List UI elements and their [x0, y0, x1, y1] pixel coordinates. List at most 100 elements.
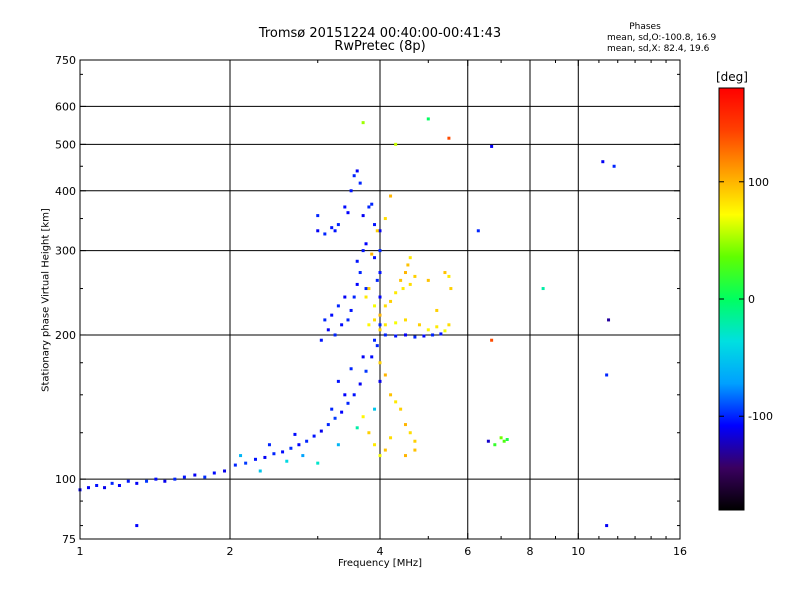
data-point-o	[333, 229, 337, 233]
y-tick-label: 750	[55, 54, 76, 67]
data-point-o	[212, 471, 216, 475]
data-point-x	[443, 329, 447, 333]
data-point-o	[343, 205, 347, 209]
data-point-o	[373, 338, 377, 342]
data-point-x	[502, 439, 506, 443]
data-point-o	[378, 323, 382, 327]
data-point-o	[340, 410, 344, 414]
colorbar-tick-label: 0	[748, 293, 755, 306]
data-point-x	[413, 439, 417, 443]
data-point-o	[289, 446, 293, 450]
data-point-o	[267, 443, 271, 447]
data-point-x	[447, 136, 451, 140]
data-point-o	[233, 463, 237, 467]
data-point-o	[375, 344, 379, 348]
data-point-o	[326, 423, 330, 427]
data-point-x	[447, 323, 451, 327]
data-point-x	[401, 287, 405, 291]
data-point-x	[399, 407, 403, 411]
data-point-o	[346, 211, 350, 215]
data-point-o	[352, 393, 356, 397]
data-point-o	[358, 271, 362, 275]
data-point-o	[364, 242, 368, 246]
data-point-o	[403, 333, 407, 337]
data-point-x	[403, 271, 407, 275]
data-point-x	[383, 304, 387, 308]
data-point-x	[389, 194, 393, 198]
data-point-x	[435, 325, 439, 329]
data-point-o	[364, 287, 368, 291]
data-point-o	[293, 432, 297, 436]
data-point-o	[126, 479, 130, 483]
data-point-o	[612, 164, 616, 168]
data-point-o	[319, 338, 323, 342]
data-point-o	[301, 454, 305, 458]
data-point-x	[389, 436, 393, 440]
data-point-o	[607, 318, 611, 322]
data-point-x	[435, 308, 439, 312]
data-point-o	[358, 382, 362, 386]
data-point-x	[389, 299, 393, 303]
data-point-o	[117, 483, 121, 487]
data-point-o	[316, 229, 320, 233]
data-point-x	[373, 318, 377, 322]
data-point-o	[95, 483, 99, 487]
data-point-o	[340, 323, 344, 327]
data-point-o	[336, 443, 340, 447]
data-point-o	[355, 259, 359, 263]
data-point-o	[333, 416, 337, 420]
data-point-o	[173, 477, 177, 481]
data-point-o	[272, 452, 276, 456]
data-point-x	[505, 438, 509, 442]
data-point-x	[361, 415, 365, 419]
data-point-o	[476, 229, 480, 233]
data-point-o	[145, 479, 149, 483]
data-point-o	[439, 332, 443, 336]
data-point-o	[355, 282, 359, 286]
data-point-x	[375, 229, 379, 233]
data-point-x	[383, 323, 387, 327]
data-point-o	[490, 144, 494, 148]
data-point-o	[182, 475, 186, 479]
data-point-o	[323, 318, 327, 322]
data-point-o	[239, 454, 243, 458]
data-point-o	[110, 481, 114, 485]
data-point-x	[378, 313, 382, 317]
y-tick-label: 300	[55, 245, 76, 258]
data-point-x	[426, 328, 430, 332]
data-point-o	[373, 223, 377, 227]
data-point-o	[103, 486, 107, 490]
colorbar: 100 0 -100	[718, 87, 773, 511]
data-point-o	[258, 469, 262, 473]
x-tick-label: 6	[464, 545, 471, 558]
y-tick-label: 600	[55, 100, 76, 113]
data-point-x	[403, 318, 407, 322]
data-point-o	[361, 249, 365, 253]
data-point-x	[413, 274, 417, 278]
data-point-o	[349, 308, 353, 312]
x-mode-stats: mean, sd,X: 82.4, 19.6	[607, 44, 710, 54]
y-tick-label: 75	[62, 533, 76, 546]
data-point-o	[349, 189, 353, 193]
data-point-x	[367, 287, 371, 291]
data-point-x	[378, 454, 382, 458]
data-point-x	[378, 328, 382, 332]
data-point-x	[443, 271, 447, 275]
data-point-x	[426, 278, 430, 282]
data-point-o	[330, 407, 334, 411]
data-point-o	[364, 369, 368, 373]
data-point-x	[367, 431, 371, 435]
data-point-x	[394, 321, 398, 325]
data-point-x	[403, 423, 407, 427]
data-point-o	[352, 295, 356, 299]
data-point-o	[285, 459, 289, 463]
o-mode-stats: mean, sd,O:-100.8, 16.9	[607, 33, 717, 43]
data-point-x	[373, 304, 377, 308]
data-point-o	[383, 333, 387, 337]
data-point-x	[389, 393, 393, 397]
phases-header: Phases	[629, 22, 661, 32]
data-point-x	[493, 443, 497, 447]
colorbar-tick-label: -100	[748, 410, 773, 423]
data-point-o	[193, 473, 197, 477]
